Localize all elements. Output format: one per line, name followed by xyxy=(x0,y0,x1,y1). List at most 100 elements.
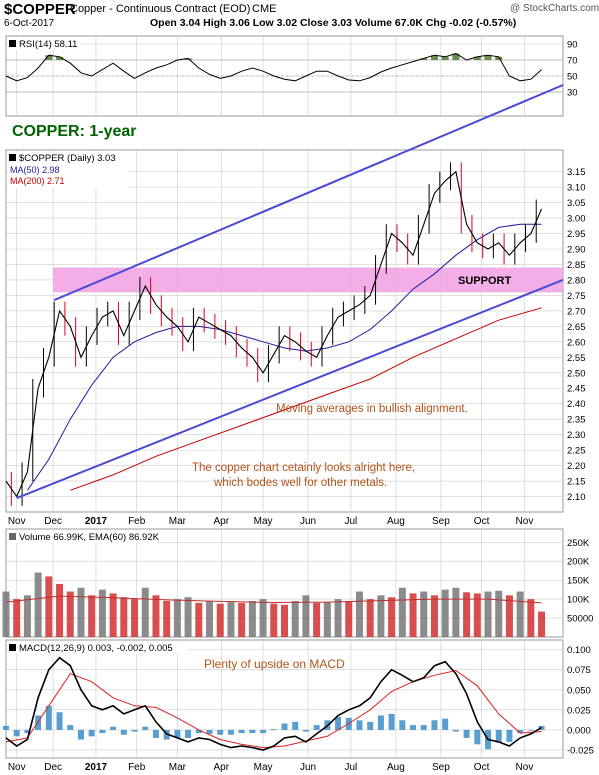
macd-histogram-bar xyxy=(77,729,84,740)
macd-histogram-bar xyxy=(142,726,149,730)
volume-axis-tick-label: 100K xyxy=(567,595,590,606)
volume-bar xyxy=(463,592,471,637)
price-axis-tick-label: 2.50 xyxy=(567,368,586,379)
month-label: Nov xyxy=(516,516,534,527)
macd-histogram-bar xyxy=(238,729,245,734)
macd-axis-tick-label: 0.075 xyxy=(567,665,591,676)
macd-histogram-bar xyxy=(356,720,363,730)
month-label: Nov xyxy=(8,516,26,527)
price-axis-tick-label: 2.25 xyxy=(567,446,586,457)
volume-bar xyxy=(216,603,224,637)
price-axis-tick-label: 2.40 xyxy=(567,399,586,410)
volume-bar xyxy=(441,589,449,637)
volume-bar xyxy=(206,601,214,637)
volume-bar xyxy=(388,597,396,637)
volume-bar xyxy=(77,587,85,637)
macd-histogram-bar xyxy=(56,712,63,730)
volume-bar xyxy=(88,595,96,637)
volume-bar xyxy=(98,589,106,637)
macd-axis-tick-label: -0.025 xyxy=(567,745,594,756)
macd-histogram-bar xyxy=(367,721,374,730)
macd-label-bg xyxy=(8,642,188,654)
volume-bar xyxy=(56,583,64,637)
macd-histogram-bar xyxy=(110,726,117,730)
volume-axis-tick-label: 150K xyxy=(567,576,590,587)
volume-bar xyxy=(538,611,546,637)
symbol-title: $COPPER xyxy=(4,1,76,18)
macd-axis-tick-label: 0.000 xyxy=(567,725,591,736)
price-axis-tick-label: 2.15 xyxy=(567,477,586,488)
annotation-line-2: which bodes well for other metals. xyxy=(213,477,387,489)
macd-histogram-bar xyxy=(270,729,277,730)
macd-annotation: Plenty of upside on MACD xyxy=(204,657,345,671)
rsi-axis-tick-label: 50 xyxy=(567,72,578,83)
price-legend-bg xyxy=(8,152,128,188)
rsi-line xyxy=(5,53,542,82)
month-label: Aug xyxy=(387,516,405,527)
price-axis-tick-label: 2.55 xyxy=(567,353,586,364)
volume-bar xyxy=(34,572,42,637)
month-label: Apr xyxy=(214,516,230,527)
upper-trendline xyxy=(53,84,564,302)
macd-histogram-bar xyxy=(206,729,213,734)
macd-histogram-bar xyxy=(377,715,384,730)
macd-histogram-bar xyxy=(302,729,309,732)
exchange-label: CME xyxy=(252,3,277,15)
price-axis-tick-label: 2.80 xyxy=(567,275,586,286)
month-label: Mar xyxy=(169,516,187,527)
volume-bar xyxy=(420,591,428,637)
macd-histogram-bar xyxy=(24,729,31,734)
volume-bar xyxy=(259,599,267,637)
volume-bar xyxy=(66,591,74,637)
price-axis-tick-label: 2.70 xyxy=(567,306,586,317)
ma200-line xyxy=(70,307,542,491)
volume-label: Volume 66.99K, EMA(60) 86.92K xyxy=(19,532,160,543)
volume-bar xyxy=(173,599,181,637)
macd-histogram-bar xyxy=(410,725,417,730)
macd-axis-tick-label: 0.100 xyxy=(567,645,591,656)
macd-histogram-bar xyxy=(495,729,502,743)
volume-bar xyxy=(281,604,288,637)
volume-bar xyxy=(313,602,321,637)
price-axis-tick-label: 2.95 xyxy=(567,229,586,240)
price-axis-tick-label: 2.60 xyxy=(567,337,586,348)
month-label: Sep xyxy=(432,516,450,527)
macd-histogram-bar xyxy=(431,720,438,730)
price-axis-tick-label: 3.05 xyxy=(567,198,586,209)
ma50-line xyxy=(26,223,542,491)
macd-histogram-bar xyxy=(399,720,406,730)
rsi-label-bg xyxy=(8,38,80,50)
rsi-panel: 30 50 70 90 RSI(14) 58.11 xyxy=(5,35,578,117)
ma50-legend-label: MA(50) 2.98 xyxy=(10,165,60,175)
volume-bar xyxy=(473,593,481,637)
month-label-bottom: Dec xyxy=(44,762,62,773)
volume-bar xyxy=(23,595,31,637)
macd-histogram-bar xyxy=(120,729,127,735)
macd-histogram-bar xyxy=(292,721,299,730)
price-axis-tick-label: 2.90 xyxy=(567,245,586,256)
price-axis-tick-label: 2.65 xyxy=(567,322,586,333)
volume-bar xyxy=(355,591,363,637)
price-panel-frame xyxy=(5,149,564,513)
annotation-line-1: The copper chart cetainly looks alright … xyxy=(192,462,415,474)
volume-bar xyxy=(248,601,256,637)
macd-histogram-bar xyxy=(313,725,320,730)
volume-bar xyxy=(484,591,492,637)
macd-histogram-bar xyxy=(67,725,74,730)
month-label-bottom: Feb xyxy=(128,762,146,773)
rsi-legend-swatch xyxy=(9,40,16,47)
macd-histogram-bar xyxy=(227,729,234,735)
macd-axis-tick-label: 0.050 xyxy=(567,685,591,696)
volume-bar xyxy=(270,603,278,637)
price-axis-tick-label: 3.00 xyxy=(567,214,586,225)
macd-histogram-bar xyxy=(195,729,202,734)
month-label-bottom: Nov xyxy=(8,762,26,773)
support-band xyxy=(53,267,563,293)
rsi-axis-tick-label: 70 xyxy=(567,56,578,67)
volume-bar xyxy=(495,590,503,637)
lower-trendline xyxy=(16,278,564,500)
month-label: Jul xyxy=(345,516,358,527)
volume-legend-swatch xyxy=(9,533,16,540)
month-label: Feb xyxy=(128,516,146,527)
brand-logo: @ StockCharts.com xyxy=(510,3,599,14)
